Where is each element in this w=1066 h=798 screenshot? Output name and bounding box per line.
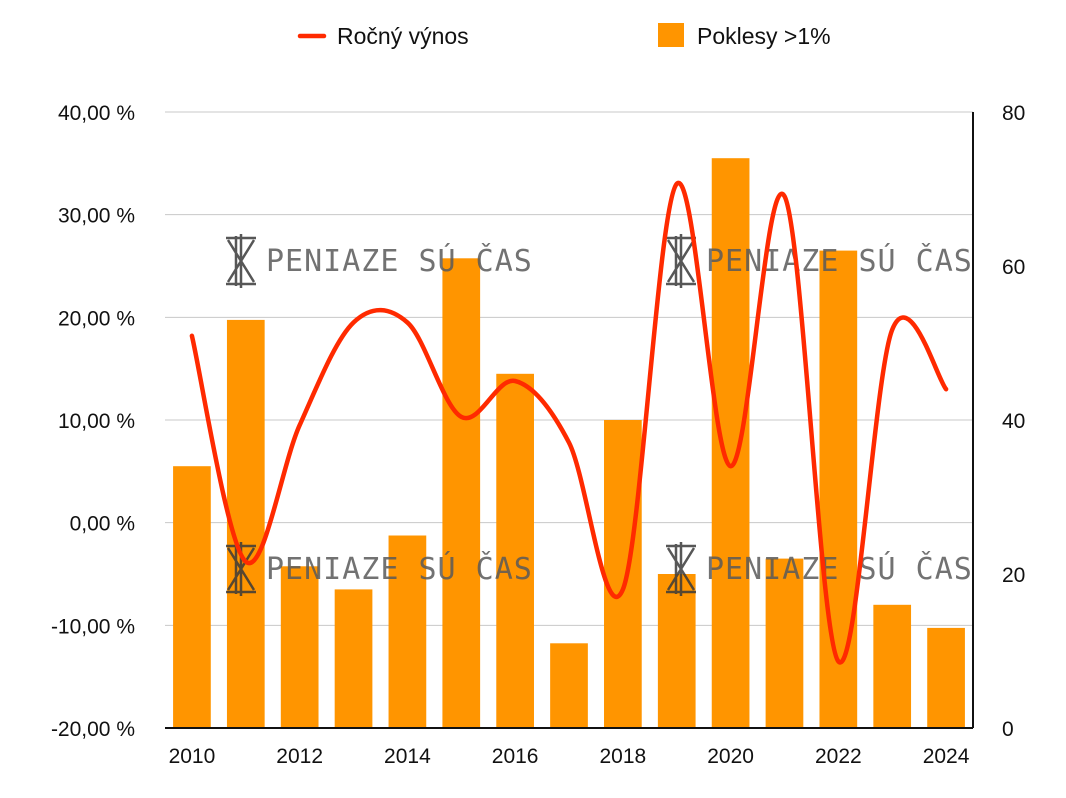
watermark-text: PENIAZE SÚ ČAS bbox=[266, 550, 533, 587]
left-tick-label: -10,00 % bbox=[51, 615, 135, 638]
bar-2024 bbox=[927, 627, 965, 728]
left-tick-label: 30,00 % bbox=[58, 205, 135, 228]
legend-swatch-bar bbox=[658, 23, 684, 47]
watermark: PENIAZE SÚ ČAS bbox=[226, 234, 533, 288]
legend: Ročný výnos Poklesy >1% bbox=[297, 23, 831, 49]
watermark-text: PENIAZE SÚ ČAS bbox=[706, 550, 973, 587]
axes bbox=[165, 112, 974, 729]
bar-2016 bbox=[496, 373, 534, 728]
bar-2023 bbox=[873, 604, 912, 728]
bar-2011 bbox=[226, 319, 265, 728]
x-tick-label: 2022 bbox=[815, 745, 862, 768]
left-tick-label: -20,00 % bbox=[51, 718, 135, 741]
x-axis-tick-labels: 2010 2012 2014 2016 2018 2020 2022 2024 bbox=[169, 745, 970, 768]
right-tick-label: 0 bbox=[1002, 718, 1014, 741]
bar-2021 bbox=[765, 558, 804, 728]
watermark-logo-icon bbox=[666, 542, 696, 596]
left-tick-label: 20,00 % bbox=[58, 307, 135, 330]
bar-series-poklesy bbox=[173, 158, 965, 728]
bar-2010 bbox=[173, 466, 211, 728]
right-tick-label: 40 bbox=[1002, 410, 1025, 433]
watermark-logo-icon bbox=[226, 234, 256, 288]
left-tick-label: 0,00 % bbox=[70, 513, 135, 536]
bar-2014 bbox=[388, 535, 427, 728]
x-tick-label: 2018 bbox=[600, 745, 647, 768]
x-tick-label: 2020 bbox=[707, 745, 754, 768]
bar-2022 bbox=[819, 250, 858, 728]
right-tick-label: 60 bbox=[1002, 256, 1025, 279]
watermark: PENIAZE SÚ ČAS bbox=[666, 234, 973, 288]
watermarks: PENIAZE SÚ ČAS PENIAZE SÚ ČAS PENIAZE SÚ Č… bbox=[226, 234, 973, 596]
bar-2015 bbox=[442, 258, 481, 728]
x-tick-label: 2010 bbox=[169, 745, 216, 768]
x-tick-label: 2012 bbox=[276, 745, 323, 768]
legend-label-bar: Poklesy >1% bbox=[697, 23, 831, 49]
watermark-text: PENIAZE SÚ ČAS bbox=[706, 242, 973, 279]
watermark-text: PENIAZE SÚ ČAS bbox=[266, 242, 533, 279]
watermark: PENIAZE SÚ ČAS bbox=[226, 542, 533, 596]
bar-2019 bbox=[657, 574, 696, 728]
bar-2020 bbox=[711, 158, 750, 728]
right-tick-label: 20 bbox=[1002, 564, 1025, 587]
right-axis-tick-labels: 80 60 40 20 0 bbox=[1002, 102, 1025, 741]
bar-2012 bbox=[280, 566, 319, 728]
line-series-rocny-vynos bbox=[189, 180, 949, 665]
bar-2013 bbox=[334, 589, 373, 728]
watermark-logo-icon bbox=[666, 234, 696, 288]
left-axis-tick-labels: 40,00 % 30,00 % 20,00 % 10,00 % 0,00 % -10,00… bbox=[51, 102, 135, 741]
left-tick-label: 10,00 % bbox=[58, 410, 135, 433]
x-tick-label: 2024 bbox=[923, 745, 970, 768]
watermark-logo-icon bbox=[226, 542, 256, 596]
x-tick-label: 2016 bbox=[492, 745, 539, 768]
bar-2018 bbox=[604, 420, 642, 728]
legend-label-line: Ročný výnos bbox=[337, 23, 469, 49]
watermark: PENIAZE SÚ ČAS bbox=[666, 542, 973, 596]
right-tick-label: 80 bbox=[1002, 102, 1025, 125]
line-rocny-vynos bbox=[189, 180, 949, 665]
left-tick-label: 40,00 % bbox=[58, 102, 135, 125]
x-tick-label: 2014 bbox=[384, 745, 431, 768]
bar-2017 bbox=[550, 643, 588, 728]
